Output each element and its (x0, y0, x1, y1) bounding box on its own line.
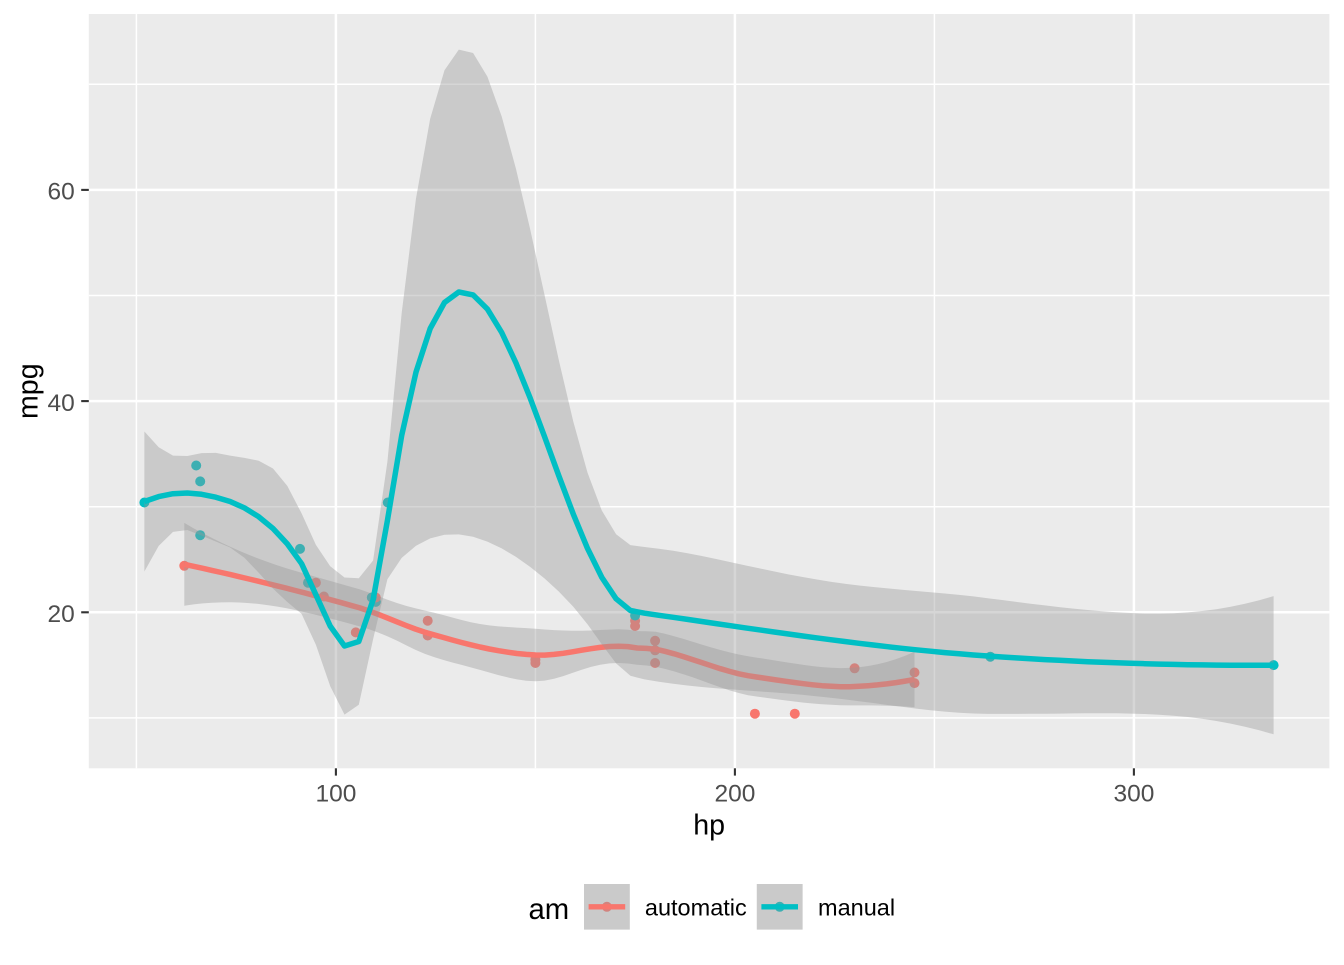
svg-text:200: 200 (714, 780, 755, 807)
svg-text:20: 20 (48, 601, 75, 628)
svg-text:40: 40 (48, 390, 75, 417)
svg-text:60: 60 (48, 179, 75, 206)
svg-text:hp: hp (693, 810, 725, 842)
svg-text:100: 100 (315, 780, 356, 807)
svg-text:automatic: automatic (645, 895, 747, 921)
svg-text:mpg: mpg (12, 363, 44, 419)
svg-text:am: am (529, 893, 570, 926)
svg-text:300: 300 (1113, 780, 1154, 807)
svg-text:manual: manual (818, 895, 895, 921)
